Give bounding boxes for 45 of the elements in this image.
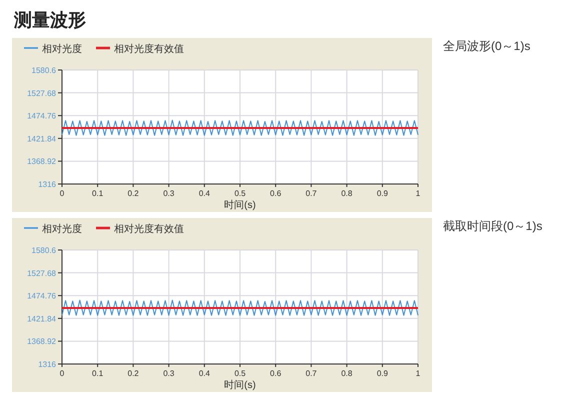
x-tick-label: 0.2 bbox=[128, 369, 140, 378]
x-tick-label: 0.8 bbox=[341, 369, 353, 378]
x-tick-label: 0.3 bbox=[163, 369, 175, 378]
legend-label: 相对光度有效值 bbox=[114, 43, 184, 55]
y-tick-label: 1421.84 bbox=[27, 314, 57, 324]
y-tick-label: 1316 bbox=[38, 180, 57, 189]
x-tick-label: 0.1 bbox=[92, 369, 104, 378]
x-tick-label: 0.6 bbox=[270, 369, 282, 378]
y-tick-label: 1421.84 bbox=[27, 134, 57, 144]
y-tick-label: 1580.6 bbox=[32, 66, 57, 75]
x-tick-label: 0.1 bbox=[92, 189, 104, 198]
text: 全局波形(0～1)s bbox=[443, 39, 530, 53]
x-tick-label: 0 bbox=[60, 369, 65, 378]
x-tick-label: 0.7 bbox=[306, 369, 318, 378]
x-tick-label: 0.3 bbox=[163, 189, 175, 198]
chart-title: 测量波形 bbox=[13, 10, 86, 30]
x-tick-label: 0.5 bbox=[234, 189, 246, 198]
x-axis-title: 时间(s) bbox=[224, 199, 256, 211]
text: 截取时间段(0～1)s bbox=[443, 219, 542, 233]
y-tick-label: 1527.68 bbox=[27, 88, 57, 98]
x-tick-label: 0.5 bbox=[234, 369, 246, 378]
x-tick-label: 0.7 bbox=[306, 189, 318, 198]
x-tick-label: 0.4 bbox=[198, 369, 211, 378]
y-tick-label: 1316 bbox=[38, 360, 57, 369]
x-tick-label: 1 bbox=[416, 189, 421, 198]
y-tick-label: 1580.6 bbox=[32, 246, 57, 255]
line-series bbox=[62, 300, 418, 316]
x-tick-label: 0.6 bbox=[270, 189, 282, 198]
y-tick-label: 1474.76 bbox=[27, 292, 57, 301]
legend-label: 相对光度 bbox=[42, 43, 82, 55]
x-tick-label: 1 bbox=[416, 369, 421, 378]
x-tick-label: 0.9 bbox=[376, 369, 389, 378]
x-axis-title: 时间(s) bbox=[224, 379, 256, 391]
y-tick-label: 1368.92 bbox=[27, 157, 57, 166]
y-tick-label: 1368.92 bbox=[27, 337, 57, 346]
legend-label: 相对光度 bbox=[42, 223, 82, 235]
x-tick-label: 0.9 bbox=[376, 189, 389, 198]
x-tick-label: 0.8 bbox=[341, 189, 353, 198]
legend-label: 相对光度有效值 bbox=[114, 223, 184, 235]
line-series bbox=[62, 120, 418, 136]
x-tick-label: 0 bbox=[60, 189, 65, 198]
x-tick-label: 0.4 bbox=[198, 189, 211, 198]
y-tick-label: 1474.76 bbox=[27, 112, 57, 121]
x-tick-label: 0.2 bbox=[128, 189, 140, 198]
y-tick-label: 1527.68 bbox=[27, 268, 57, 278]
